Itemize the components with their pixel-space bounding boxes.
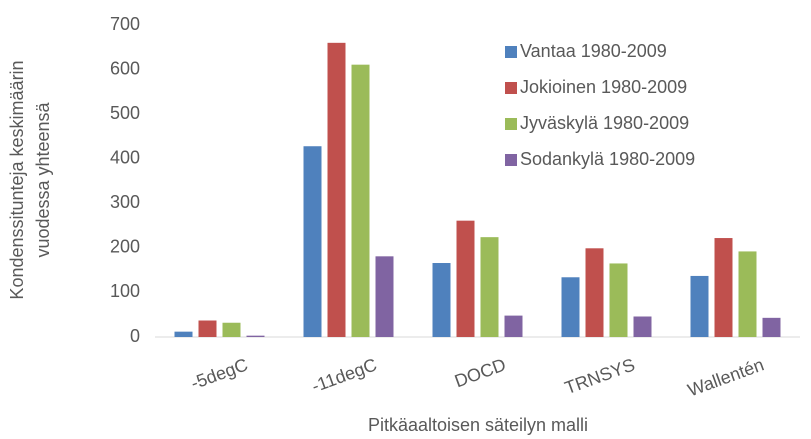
bar [585,248,604,337]
bar [480,237,499,337]
x-axis-label: Pitkäaaltoisen säteilyn malli [368,415,588,435]
bar [504,315,523,337]
bar [303,146,322,337]
legend-swatch [505,46,517,58]
y-tick-label: 700 [110,14,140,34]
bar [609,263,628,337]
bar [738,251,757,337]
bar [174,331,193,337]
x-tick-label: TRNSYS [562,354,637,398]
bar [246,335,265,337]
bar [351,64,370,337]
legend-swatch [505,118,517,130]
bar [633,316,652,337]
bar [561,277,580,337]
legend-swatch [505,82,517,94]
y-axis-label: vuodessa yhteensä [33,101,53,257]
y-axis-label: Kondenssitunteja keskimäärin [7,60,27,299]
bar [714,238,733,337]
legend-label: Jokioinen 1980-2009 [520,77,687,97]
y-tick-label: 600 [110,58,140,78]
bar [327,42,346,337]
bar [690,275,709,337]
x-tick-label: DOCD [452,354,509,391]
x-tick-label: -5degC [188,354,250,393]
y-tick-label: 400 [110,147,140,167]
bar [375,256,394,337]
y-tick-label: 0 [130,326,140,346]
y-tick-label: 100 [110,281,140,301]
legend-swatch [505,154,517,166]
bar [456,220,475,337]
bar [762,317,781,337]
x-tick-label: -11degC [309,354,379,396]
y-tick-label: 500 [110,103,140,123]
bar [432,263,451,337]
y-tick-label: 200 [110,237,140,257]
legend-label: Vantaa 1980-2009 [520,41,667,61]
legend-label: Sodankylä 1980-2009 [520,149,695,169]
x-tick-label: Wallentén [685,354,766,400]
bar [198,320,217,337]
y-tick-label: 300 [110,192,140,212]
bar [222,322,241,337]
legend-label: Jyväskylä 1980-2009 [520,113,689,133]
